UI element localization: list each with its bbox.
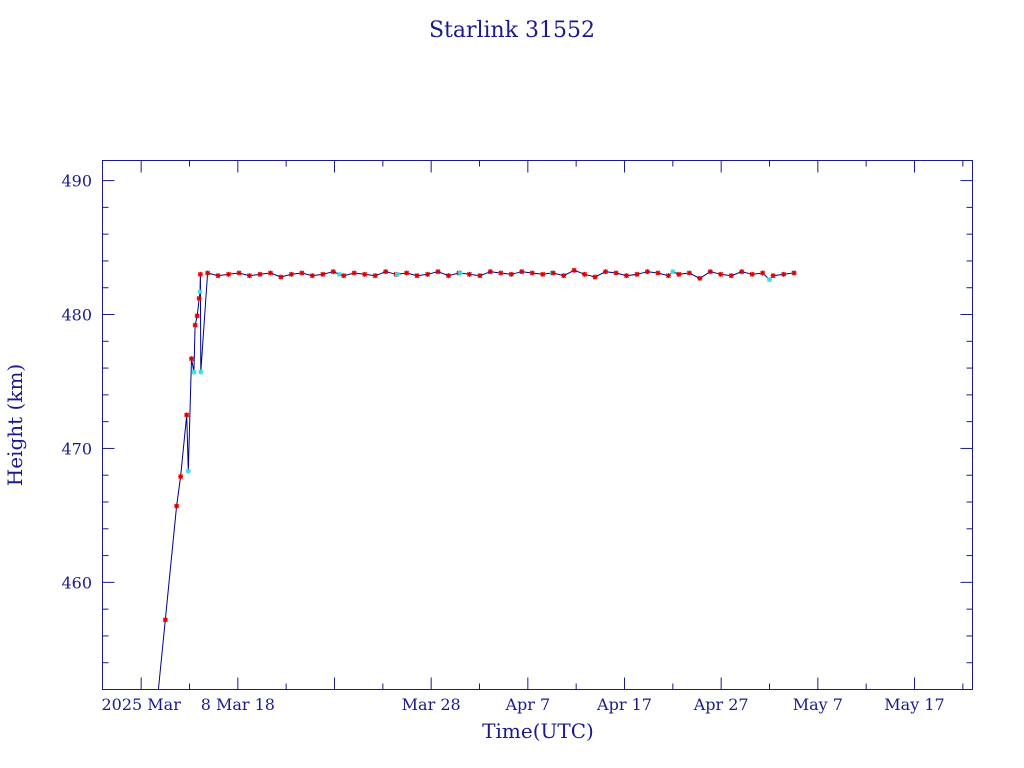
data-point <box>561 273 567 279</box>
data-point <box>676 271 682 277</box>
data-point-alt <box>336 271 342 277</box>
data-point <box>320 271 326 277</box>
y-axis-label: Height (km) <box>3 364 27 486</box>
data-point <box>770 273 776 279</box>
data-point <box>178 474 184 480</box>
data-point <box>592 274 598 280</box>
data-point <box>184 412 190 418</box>
data-point <box>372 273 378 279</box>
data-point <box>508 271 514 277</box>
data-point <box>236 270 242 276</box>
data-point <box>247 273 253 279</box>
data-point <box>529 270 535 276</box>
data-point <box>644 269 650 275</box>
data-point <box>655 270 661 276</box>
data-point <box>341 273 347 279</box>
data-point <box>196 295 202 301</box>
data-point <box>603 269 609 275</box>
data-point <box>226 271 232 277</box>
data-point <box>267 270 273 276</box>
data-point <box>498 270 504 276</box>
plot-frame <box>102 160 973 690</box>
data-point <box>197 271 203 277</box>
data-point <box>278 274 284 280</box>
data-point <box>404 270 410 276</box>
x-tick-label: Apr 7 <box>504 695 550 714</box>
data-point-alt <box>767 277 772 283</box>
data-point-alt <box>191 369 197 375</box>
data-point <box>540 271 546 277</box>
data-point-alt <box>185 468 191 474</box>
data-point <box>697 275 703 281</box>
data-point <box>519 269 525 275</box>
tick-labels: 2025 Mar 8 Mar 18 Mar 28 Apr 7 Apr 17 Apr 27 M… <box>61 172 944 714</box>
data-point <box>728 273 734 279</box>
y-tick-label: 490 <box>61 172 92 191</box>
data-point <box>707 269 713 275</box>
data-point <box>330 269 336 275</box>
x-tick-label: May 7 <box>793 695 843 714</box>
data-point <box>362 271 368 277</box>
x-tick-label: Apr 17 <box>596 695 652 714</box>
data-point-alt <box>394 271 400 277</box>
data-point <box>781 271 787 277</box>
data-point <box>215 273 221 279</box>
data-point <box>613 270 619 276</box>
data-point <box>205 270 211 276</box>
data-point-alt <box>198 369 204 375</box>
data-point <box>487 269 493 275</box>
data-point <box>257 271 263 277</box>
data-point <box>718 271 724 277</box>
data-point <box>288 271 294 277</box>
data-point <box>192 322 198 328</box>
x-tick-label: May 17 <box>884 695 944 714</box>
data-point <box>550 270 556 276</box>
data-point <box>299 270 305 276</box>
chart-title: Starlink 31552 <box>429 18 595 43</box>
data-point-alt <box>197 289 203 295</box>
x-tick-label: 2025 Mar <box>101 695 181 714</box>
x-tick-label: Apr 27 <box>693 695 749 714</box>
data-point <box>791 270 797 276</box>
axis-ticks <box>102 160 973 690</box>
data-point <box>749 271 755 277</box>
data-point <box>194 313 200 319</box>
data-point-alt <box>457 270 463 276</box>
data-point <box>189 356 195 362</box>
data-point <box>760 270 766 276</box>
x-tick-label: Mar 28 <box>402 695 461 714</box>
data-point <box>571 267 577 273</box>
data-point <box>162 617 168 623</box>
data-point <box>634 271 640 277</box>
x-axis-label: Time(UTC) <box>482 719 594 743</box>
data-point <box>383 269 389 275</box>
data-point <box>309 273 315 279</box>
data-point <box>686 270 692 276</box>
y-tick-label: 470 <box>61 439 92 458</box>
data-point <box>414 273 420 279</box>
x-tick-label: 8 Mar 18 <box>201 695 275 714</box>
data-point <box>445 273 451 279</box>
data-point <box>425 271 431 277</box>
y-tick-label: 460 <box>61 573 92 592</box>
data-point <box>351 270 357 276</box>
data-point <box>624 273 630 279</box>
data-point <box>665 273 671 279</box>
data-point <box>435 269 441 275</box>
data-point <box>174 503 180 509</box>
data-point <box>477 273 483 279</box>
data-point <box>582 271 588 277</box>
y-tick-label: 480 <box>61 306 92 325</box>
data-point <box>466 271 472 277</box>
height-trace-line <box>157 269 795 690</box>
data-markers <box>162 267 797 623</box>
data-point <box>739 269 745 275</box>
data-point-alt <box>670 269 676 275</box>
